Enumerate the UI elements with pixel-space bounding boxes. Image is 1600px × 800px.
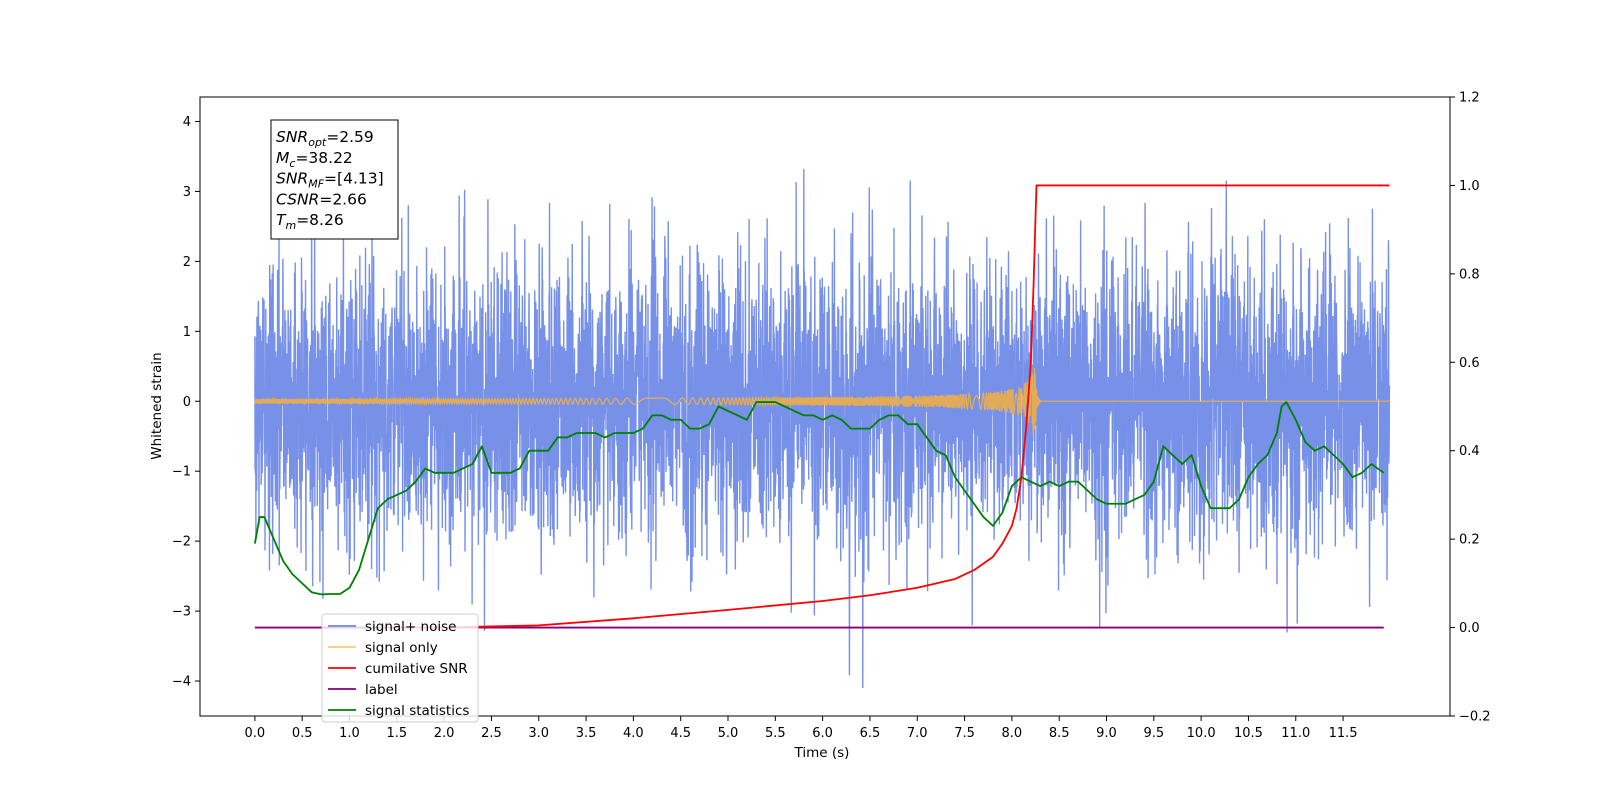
series-layer xyxy=(253,169,1391,689)
y-tick-label-left: −2 xyxy=(172,535,191,550)
x-tick-label: 3.0 xyxy=(528,726,549,741)
plot-frame xyxy=(199,96,1451,717)
x-tick-label: 3.5 xyxy=(576,726,597,741)
series-line-signal-only xyxy=(254,368,1390,436)
x-tick-label: 8.5 xyxy=(1049,726,1070,741)
y-tick-label-left: −3 xyxy=(172,605,191,620)
y-tick-label-left: 1 xyxy=(183,325,191,340)
x-tick-label: 2.0 xyxy=(434,726,455,741)
series-line-cumulative-snr xyxy=(396,184,1390,629)
info-line: CSNR=2.66 xyxy=(276,190,367,208)
y-tick-label-right: 0.4 xyxy=(1459,444,1480,459)
x-tick-label: 2.5 xyxy=(481,726,502,741)
x-tick-label: 5.5 xyxy=(765,726,786,741)
x-tick-label: 1.0 xyxy=(339,726,360,741)
y-tick-label-left: 3 xyxy=(183,185,191,200)
x-tick-label: 11.5 xyxy=(1329,726,1358,741)
info-line: SNRopt=2.59 xyxy=(276,128,374,149)
x-axis: 0.0 0.5 1.0 1.5 2.0 2.5 3.0 3.5 4.0 4.5 5.0 5.5 6.0 6… xyxy=(245,716,1358,741)
y-tick-label-right: 0.0 xyxy=(1459,621,1480,636)
x-tick-label: 10.0 xyxy=(1187,726,1216,741)
y-tick-label-right: −0.2 xyxy=(1459,710,1491,725)
info-box-frame xyxy=(270,119,399,240)
y-tick-label-left: −4 xyxy=(172,675,191,690)
x-tick-label: 7.0 xyxy=(907,726,928,741)
x-tick-label: 11.0 xyxy=(1281,726,1310,741)
x-tick-label: 9.0 xyxy=(1096,726,1117,741)
x-tick-label: 0.5 xyxy=(292,726,313,741)
y-tick-label-right: 0.2 xyxy=(1459,533,1480,548)
x-tick-label: 5.0 xyxy=(718,726,739,741)
legend-label: signal only xyxy=(365,640,438,656)
legend-label: label xyxy=(365,682,398,698)
y-tick-label-left: 4 xyxy=(183,115,191,130)
x-tick-label: 4.0 xyxy=(623,726,644,741)
legend-label: signal statistics xyxy=(365,703,469,719)
legend-label: cumilative SNR xyxy=(365,661,468,677)
y-axis-label: Whitened strain xyxy=(149,352,165,459)
x-tick-label: 7.5 xyxy=(954,726,975,741)
info-annotation-box: SNRopt=2.59Mc=38.22SNRMF=[4.13]CSNR=2.66… xyxy=(270,119,399,240)
x-tick-label: 9.5 xyxy=(1143,726,1164,741)
info-line: Mc=38.22 xyxy=(276,149,353,170)
y-tick-label-left: 0 xyxy=(183,395,191,410)
legend: signal+ noise signal only cumilative SNR la… xyxy=(321,613,479,723)
y-tick-label-left: 2 xyxy=(183,255,191,270)
y-tick-label-left: −1 xyxy=(172,465,191,480)
x-tick-label: 0.0 xyxy=(245,726,266,741)
y-tick-label-right: 1.0 xyxy=(1459,179,1480,194)
info-line: Tm=8.26 xyxy=(276,211,344,232)
legend-frame xyxy=(321,613,479,723)
x-tick-label: 4.5 xyxy=(670,726,691,741)
y-tick-label-right: 0.6 xyxy=(1459,356,1480,371)
y-tick-label-right: 0.8 xyxy=(1459,267,1480,282)
legend-label: signal+ noise xyxy=(365,619,456,635)
x-tick-label: 8.0 xyxy=(1002,726,1023,741)
x-axis-label: Time (s) xyxy=(794,745,850,761)
y-axis-left: −4 −3 −2 −1 0 1 2 3 4 xyxy=(172,115,200,690)
x-tick-label: 10.5 xyxy=(1234,726,1263,741)
x-tick-label: 1.5 xyxy=(386,726,407,741)
series-line-signal-statistics xyxy=(253,401,1385,596)
y-axis-right: −0.2 0.0 0.2 0.4 0.6 0.8 1.0 1.2 xyxy=(1450,91,1491,725)
x-tick-label: 6.0 xyxy=(812,726,833,741)
y-tick-label-right: 1.2 xyxy=(1459,91,1480,106)
info-line: SNRMF=[4.13] xyxy=(276,170,384,191)
x-tick-label: 6.5 xyxy=(860,726,881,741)
